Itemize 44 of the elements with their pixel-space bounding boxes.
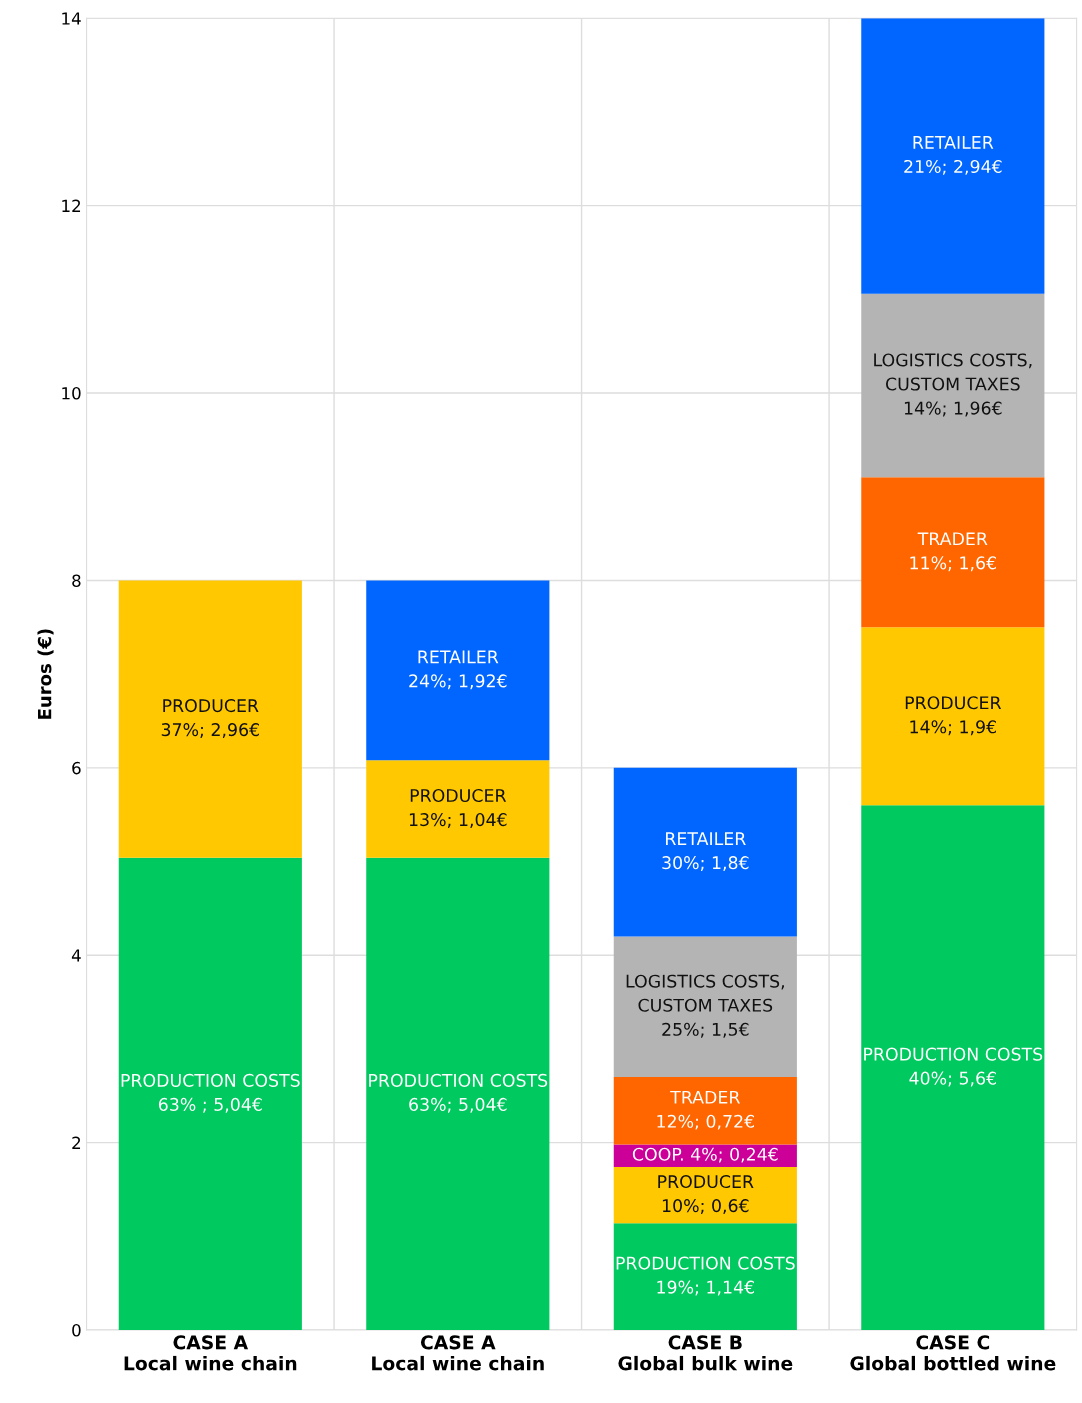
data-label: RETAILER 30%; 1,8€ [662,832,749,872]
bar [861,627,1045,806]
bar [118,857,302,1331]
data-label: RETAILER 24%; 1,92€ [409,650,507,690]
y-tick-label: 10 [62,387,81,400]
bar [613,1223,797,1331]
bar [366,580,550,761]
x-tick-label: CASE C Global bottled wine [850,1335,1056,1371]
y-tick-label: 2 [72,1136,81,1149]
data-label: PRODUCER 37%; 2,96€ [161,698,259,738]
bar [613,767,797,937]
y-tick-label: 12 [62,199,81,212]
data-label: COOP. 4%; 0,24€ [632,1147,778,1163]
x-tick-label: CASE B Global bulk wine [618,1335,793,1371]
data-label: PRODUCTION COSTS 63% ; 5,04€ [121,1073,300,1113]
bar [613,1167,797,1224]
data-label: TRADER 11%; 1,6€ [910,532,996,572]
y-tick-label: 4 [71,949,81,962]
bar [366,857,550,1331]
y-tick-label: 6 [72,761,81,775]
y-axis-title: Euros (€) [37,629,54,719]
bar [118,580,302,858]
data-label: RETAILER 21%; 2,94€ [904,136,1002,175]
bar [861,293,1045,478]
bar [861,477,1045,628]
data-label: TRADER 12%; 0,72€ [657,1090,755,1130]
data-label: PRODUCTION COSTS 63%; 5,04€ [369,1073,548,1113]
bar [861,18,1045,294]
x-tick-label: CASE A Local wine chain [124,1335,297,1371]
y-tick-label: 0 [72,1324,81,1337]
data-label: PRODUCER 14%; 1,9€ [905,696,1002,736]
data-label: PRODUCER 13%; 1,04€ [409,788,507,828]
data-label: PRODUCER 10%; 0,6€ [658,1174,754,1214]
x-tick-label: CASE A Local wine chain [372,1335,544,1371]
y-tick-label: 14 [62,12,81,25]
bar [366,760,550,858]
data-label: LOGISTICS COSTS, CUSTOM TAXES 14%; 1,96€ [874,353,1032,417]
data-label: PRODUCTION COSTS 19%; 1,14€ [616,1256,795,1296]
y-tick-label: 8 [72,574,81,588]
data-label: PRODUCTION COSTS 40%; 5,6€ [864,1047,1043,1087]
bar [613,1077,797,1145]
bar [613,936,797,1078]
bar [861,805,1045,1331]
data-label: LOGISTICS COSTS, CUSTOM TAXES 25%; 1,5€ [626,974,784,1038]
